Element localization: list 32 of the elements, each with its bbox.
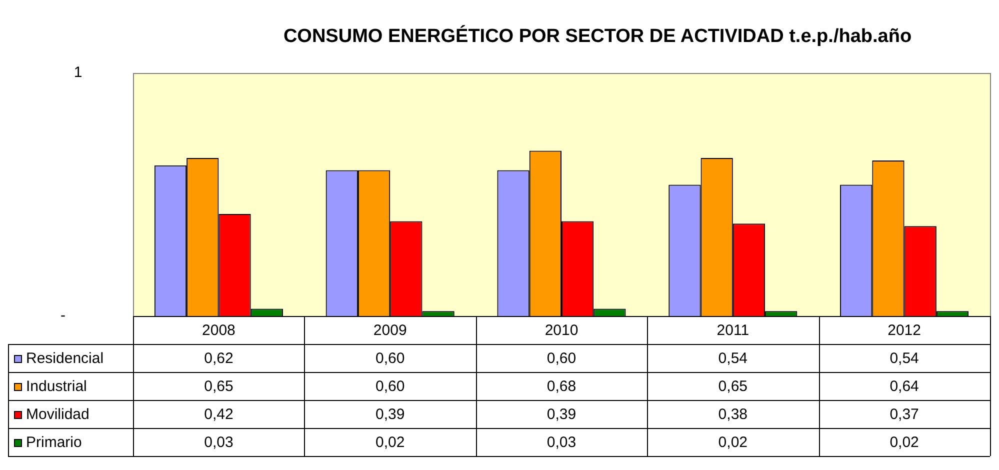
data-label: 0,54 <box>890 350 919 368</box>
data-label: 0,39 <box>546 406 576 424</box>
data-label: 0,38 <box>718 406 748 424</box>
data-label: 0,42 <box>204 406 234 424</box>
data-label: 0,37 <box>890 406 919 424</box>
data-label: 0,60 <box>546 350 576 368</box>
text: - <box>60 307 66 324</box>
x-tick-label: 2009 <box>373 322 407 340</box>
legend-label: Movilidad <box>26 406 90 424</box>
chart-title: CONSUMO ENERGÉTICO POR SECTOR DE ACTIVIDAD t.e.p./hab.año <box>283 25 912 48</box>
x-tick-label: 2011 <box>716 322 750 340</box>
legend-label: Primario <box>26 434 82 452</box>
x-tick-label: 2008 <box>202 322 236 340</box>
legend-label: Residencial <box>26 350 104 368</box>
data-label: 0,65 <box>204 378 234 396</box>
x-tick-label: 2012 <box>888 322 921 340</box>
data-label: 0,68 <box>546 378 576 396</box>
data-label: 0,03 <box>204 434 234 452</box>
data-label: 0,02 <box>376 434 405 452</box>
data-label: 0,62 <box>204 350 234 368</box>
data-label: 0,60 <box>376 378 405 396</box>
data-label: 0,64 <box>890 378 919 396</box>
data-label: 0,02 <box>890 434 919 452</box>
data-label: 0,60 <box>376 350 405 368</box>
data-label: 0,03 <box>546 434 576 452</box>
data-label: 0,65 <box>718 378 748 396</box>
data-label: 0,54 <box>718 350 748 368</box>
legend-label: Industrial <box>26 378 87 396</box>
data-label: 0,39 <box>376 406 405 424</box>
text: 1 <box>74 64 82 82</box>
data-label: 0,02 <box>718 434 748 452</box>
x-tick-label: 2010 <box>544 322 578 340</box>
